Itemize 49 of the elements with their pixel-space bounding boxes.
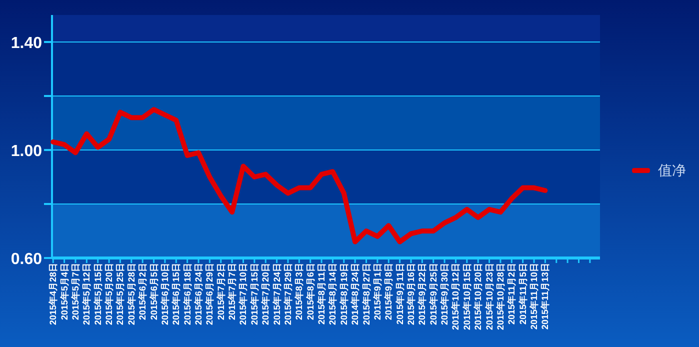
x-tick-label: 2015年6月10日	[160, 263, 170, 326]
x-tick-label: 2015年11月2日	[506, 263, 517, 325]
x-tick-label: 2015年6月2日	[138, 263, 148, 320]
x-tick-label: 2015年7月2日	[216, 263, 226, 320]
x-tick-label: 2015年5月15日	[92, 263, 103, 326]
x-tick-label: 2015年7月20日	[260, 263, 271, 326]
x-tick-label: 2015年6月29日	[204, 263, 215, 326]
y-tick-label: 1.00	[10, 143, 42, 160]
x-tick-label: 2015年10月28日	[495, 263, 506, 330]
x-tick-label: 2015年5月12日	[82, 263, 92, 326]
x-tick-label: 2015年7月10日	[238, 263, 248, 326]
x-tick-label: 2015年10月23日	[484, 263, 494, 330]
x-tick-label: 2015年9月11日	[394, 263, 405, 325]
x-tick-label: 2015年9月1日	[372, 263, 382, 320]
x-tick-label: 2015年8月14日	[328, 263, 338, 326]
x-tick-label: 2015年9月16日	[406, 263, 416, 326]
x-tick-label: 2015年6月5日	[148, 263, 159, 320]
x-tick-label: 2015年5月7日	[70, 263, 80, 320]
x-tick-label: 2015年5月28日	[126, 263, 136, 326]
x-tick-label: 2015年9月30日	[440, 263, 450, 326]
x-tick-label: 2015年7月29日	[282, 263, 293, 326]
x-tick-label: 2015年9月22日	[417, 263, 428, 326]
x-tick-label: 2015年6月15日	[171, 263, 182, 326]
x-tick-label: 2015年10月15日	[462, 263, 472, 330]
x-tick-label: 2015年5月25日	[115, 263, 126, 326]
x-tick-label: 2015年5月4日	[59, 263, 70, 320]
x-tick-label: 2015年10月20日	[473, 263, 484, 330]
legend-label: 值净	[658, 162, 686, 178]
y-tick-label: 1.40	[10, 35, 42, 52]
x-tick-label: 2015年11月5日	[518, 263, 528, 325]
x-tick-label: 2015年9月25日	[428, 263, 438, 326]
x-tick-label: 2015年11月13日	[540, 263, 550, 330]
y-tick-label: 0.60	[10, 251, 42, 268]
x-tick-label: 2015年6月18日	[182, 263, 192, 326]
x-tick-label: 2015年6月24日	[194, 263, 204, 326]
x-tick-label: 2015年8月6日	[305, 263, 316, 320]
x-tick-label: 2015年8月11日	[316, 263, 327, 325]
x-tick-label: 2015年4月28日	[48, 263, 58, 326]
x-tick-label: 2015年9月8日	[384, 263, 394, 320]
x-tick-label: 2015年8月3日	[294, 263, 304, 320]
x-tick-label: 2015年7月24日	[272, 263, 282, 326]
x-tick-label: 2015年7月7日	[227, 263, 238, 320]
x-tick-label: 2015年11月10日	[529, 263, 540, 330]
x-tick-label: 2015年5月20日	[104, 263, 114, 326]
x-tick-label: 2015年10月12日	[450, 263, 461, 330]
x-tick-label: 2014年8月24日	[350, 263, 360, 326]
x-tick-label: 2015年8月19日	[338, 263, 349, 326]
x-tick-label: 2015年8月27日	[361, 263, 372, 326]
x-tick-label: 2015年7月15日	[249, 263, 260, 326]
